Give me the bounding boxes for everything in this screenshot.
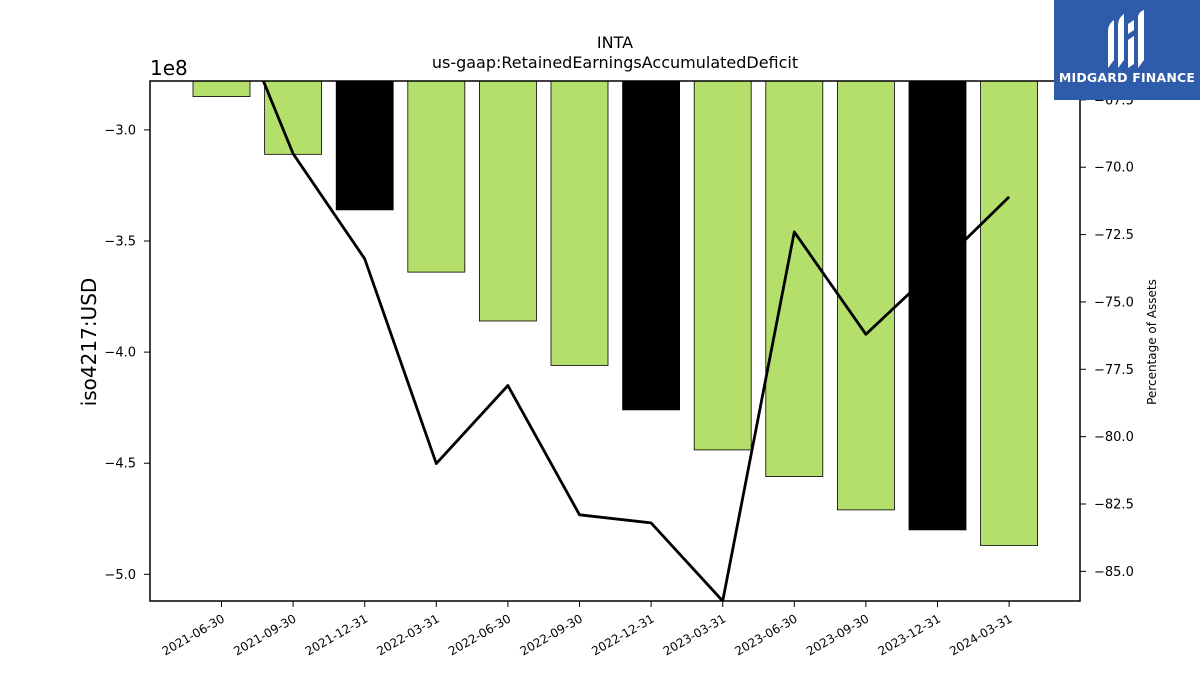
y-tick-label: −5.0 xyxy=(104,568,136,583)
percentage-line xyxy=(261,81,1011,601)
y2-axis-label: Percentage of Assets xyxy=(1145,279,1159,405)
y-tick-label: −4.5 xyxy=(104,457,136,472)
bar-2021-09-30 xyxy=(264,80,323,155)
x-tick-label: 2023-12-31 xyxy=(876,611,943,658)
bar-2022-09-30 xyxy=(550,80,609,366)
x-tick-label: 2021-06-30 xyxy=(160,611,227,658)
y2-tick-label: −77.5 xyxy=(1094,363,1134,378)
bar-2023-09-30 xyxy=(837,80,895,511)
bar-2022-12-31 xyxy=(622,80,680,411)
bar-2022-03-31 xyxy=(407,80,466,273)
x-tick-label: 2023-03-31 xyxy=(661,611,728,658)
left-axis-ticks: −3.0 −3.5 −4.0 −4.5 −5.0 xyxy=(104,123,150,583)
x-tick-label: 2022-12-31 xyxy=(589,611,656,658)
y2-tick-label: −80.0 xyxy=(1094,430,1134,445)
x-tick-label: 2023-06-30 xyxy=(732,611,799,658)
logo-mark-icon xyxy=(1108,10,1144,68)
plot-frame xyxy=(149,80,1081,602)
chart-subtitle: us-gaap:RetainedEarningsAccumulatedDefic… xyxy=(432,53,798,72)
right-axis-ticks: −67.5−70.0−72.5−75.0−77.5−80.0−82.5−85.0 xyxy=(1080,93,1134,580)
percentage-line-group xyxy=(261,81,1011,601)
chart-title: INTA xyxy=(597,33,633,52)
y2-tick-label: −82.5 xyxy=(1094,498,1134,513)
bar-2023-06-30 xyxy=(765,80,824,477)
bar-2023-12-31 xyxy=(908,80,967,531)
y2-tick-label: −75.0 xyxy=(1094,295,1134,310)
y-tick-label: −3.5 xyxy=(104,235,136,250)
x-tick-label: 2021-09-30 xyxy=(231,611,298,658)
x-tick-label: 2022-09-30 xyxy=(518,611,585,658)
x-tick-label: 2023-09-30 xyxy=(804,611,871,658)
logo-text: MIDGARD FINANCE xyxy=(1058,70,1196,85)
x-tick-label: 2021-12-31 xyxy=(303,611,370,658)
bar-group xyxy=(192,80,1038,546)
y2-tick-label: −72.5 xyxy=(1094,228,1134,243)
logo: MIDGARD FINANCE xyxy=(1054,0,1200,100)
bar-2021-12-31 xyxy=(335,80,394,211)
x-axis-ticks: 2021-06-30 2021-09-30 2021-12-31 2022-03-31… xyxy=(160,601,1015,658)
y2-tick-label: −85.0 xyxy=(1094,565,1134,580)
x-tick-label: 2022-03-31 xyxy=(374,611,441,658)
bar-2023-03-31 xyxy=(693,80,752,451)
x-tick-label: 2024-03-31 xyxy=(947,611,1014,658)
bar-2022-06-30 xyxy=(478,80,537,322)
x-tick-label: 2022-06-30 xyxy=(446,611,513,658)
y-tick-label: −3.0 xyxy=(104,123,136,138)
y2-tick-label: −70.0 xyxy=(1094,161,1134,176)
y-offset-label: 1e8 xyxy=(150,56,188,80)
bar-2021-06-30 xyxy=(192,80,251,97)
y-axis-label: iso4217:USD xyxy=(77,278,101,407)
y-tick-label: −4.0 xyxy=(104,346,136,361)
bar-2024-03-31 xyxy=(980,80,1038,546)
